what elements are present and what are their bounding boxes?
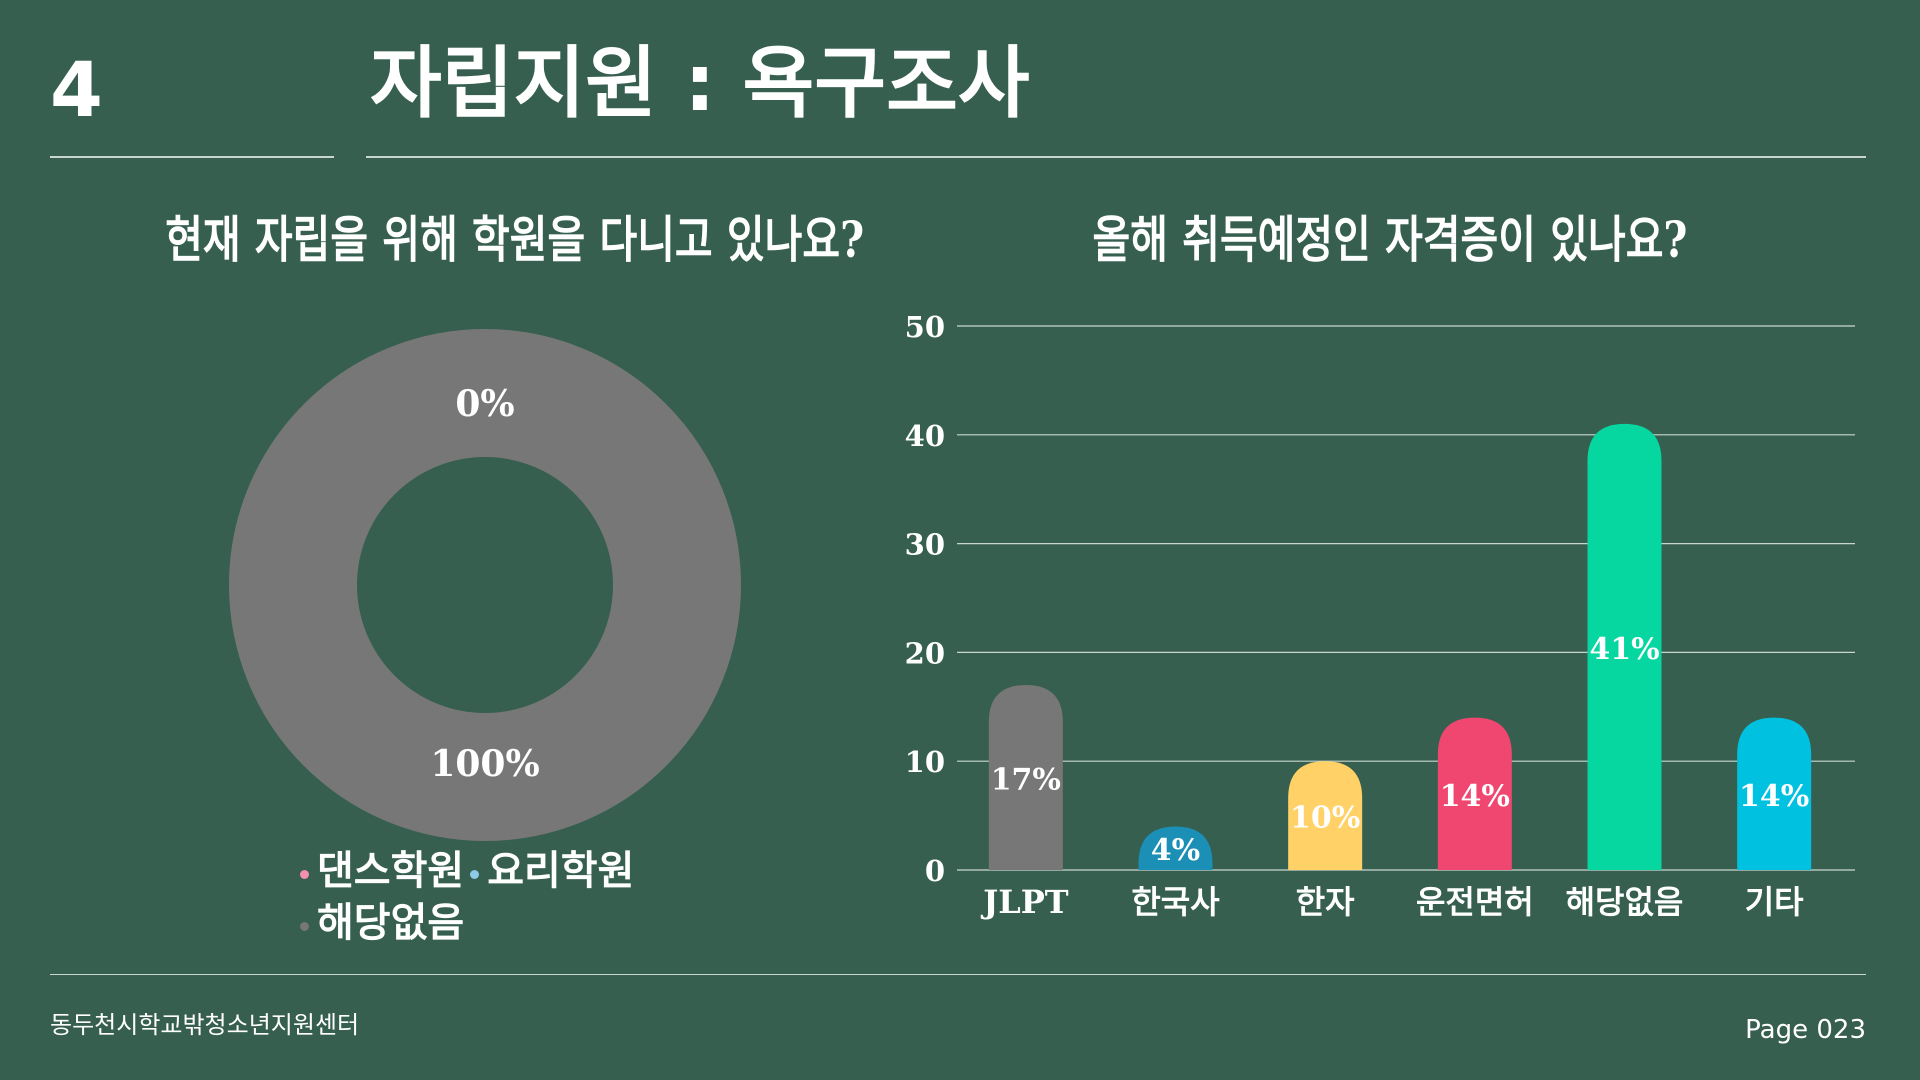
bar-data-label-2: 10% <box>1290 801 1360 836</box>
y-tick-label-0: 0 <box>925 854 945 888</box>
donut-chart-title: 현재 자립을 위해 학원을 다니고 있나요? <box>165 210 865 269</box>
legend-item-1: 요리학원 <box>470 845 634 897</box>
x-tick-label-0: JLPT <box>980 883 1069 921</box>
legend-marker-0 <box>300 869 309 879</box>
bar-4 <box>1587 423 1662 870</box>
bar-2 <box>1288 761 1363 870</box>
legend-marker-2 <box>300 921 309 931</box>
y-tick-label-3: 30 <box>905 528 945 562</box>
y-tick-label-2: 20 <box>905 636 945 670</box>
legend-label-2: 해당없음 <box>317 899 465 946</box>
x-tick-label-4: 해당없음 <box>1566 883 1684 921</box>
donut-chart: 0% 100% <box>229 329 741 841</box>
bar-1 <box>1138 826 1213 870</box>
bar-chart: 0 10 20 30 40 50 17% JLPT 4% 한국사 10% 한자 14% 운전면허 41% 해당… <box>905 310 1855 921</box>
donut-data-label-0: 0% <box>455 383 514 425</box>
bar-chart-title: 올해 취득예정인 자격증이 있나요? <box>1092 210 1688 269</box>
legend-label-0: 댄스학원 <box>317 847 465 894</box>
legend-item-0: 댄스학원 <box>300 845 464 897</box>
page-title: 자립지원 : 욕구조사 <box>370 39 1030 129</box>
bar-data-label-1: 4% <box>1151 833 1200 868</box>
donut-data-label-2: 100% <box>430 743 539 785</box>
y-tick-label-5: 50 <box>905 310 945 344</box>
slide-number: 4 <box>50 45 103 134</box>
bar-data-label-5: 14% <box>1739 779 1809 814</box>
footer-organization: 동두천시학교밖청소년지원센터 <box>50 1011 360 1039</box>
bar-data-label-3: 14% <box>1440 779 1510 814</box>
legend-label-1: 요리학원 <box>487 847 635 894</box>
legend-marker-1 <box>470 869 480 879</box>
x-tick-label-3: 운전면허 <box>1416 883 1534 921</box>
footer-divider <box>50 974 1866 975</box>
header-divider-left <box>50 156 334 158</box>
bar-3 <box>1437 717 1512 870</box>
bar-data-label-0: 17% <box>991 763 1061 798</box>
bar-0 <box>988 685 1063 870</box>
x-tick-label-5: 기타 <box>1745 883 1804 921</box>
x-tick-label-1: 한국사 <box>1131 883 1220 921</box>
bar-data-label-4: 41% <box>1589 632 1659 667</box>
header-divider-right <box>366 156 1866 158</box>
donut-slice-2 <box>229 329 741 841</box>
legend-item-2: 해당없음 <box>300 897 464 949</box>
y-tick-label-1: 10 <box>905 745 945 779</box>
y-tick-label-4: 40 <box>905 419 945 453</box>
x-tick-label-2: 한자 <box>1296 883 1355 921</box>
bar-5 <box>1737 717 1812 870</box>
footer-page-number: Page 023 <box>1745 1015 1866 1045</box>
